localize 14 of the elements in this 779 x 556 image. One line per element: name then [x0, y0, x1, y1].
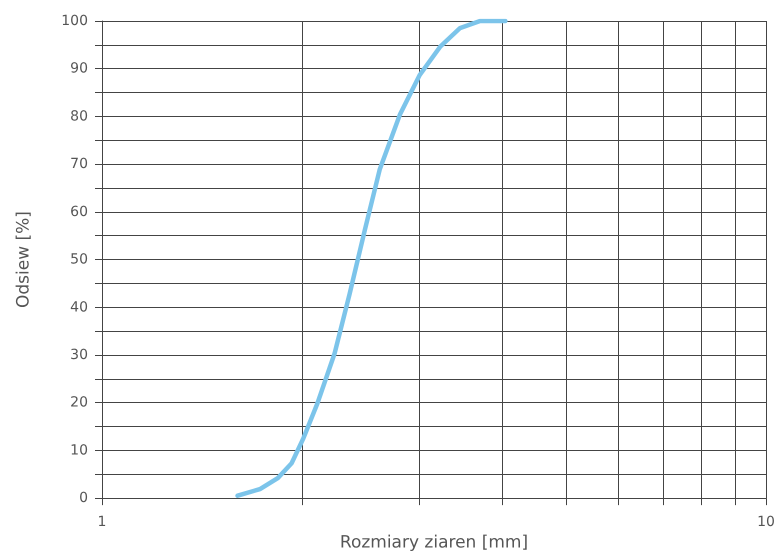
y-tick-label: 50: [70, 252, 88, 268]
y-tick-label: 0: [79, 490, 88, 506]
y-tick-label: 100: [61, 13, 88, 29]
y-tick-label: 60: [70, 204, 88, 220]
y-tick-label: 80: [70, 108, 88, 124]
y-tick-label: 70: [70, 156, 88, 172]
y-axis-title: Odsiew [%]: [14, 211, 34, 308]
y-tick-label: 30: [70, 346, 88, 363]
y-tick-label: 20: [70, 394, 88, 411]
y-tick-label: 10: [70, 442, 88, 458]
x-tick-label: 1: [98, 514, 106, 530]
x-axis-title: Rozmiary ziaren [mm]: [340, 532, 528, 552]
y-tick-label: 90: [70, 60, 88, 77]
y-tick-label: 40: [70, 299, 88, 316]
